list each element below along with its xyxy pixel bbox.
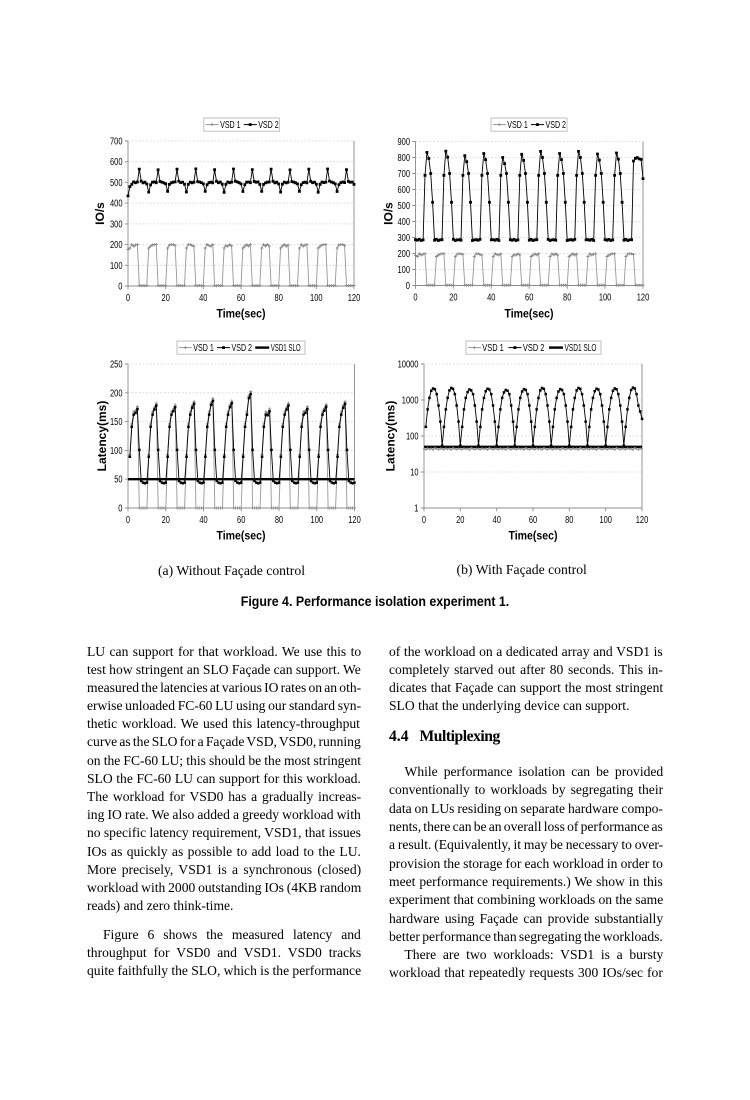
svg-text:VSD1 SLO: VSD1 SLO bbox=[271, 343, 301, 354]
svg-text:10000: 10000 bbox=[398, 360, 419, 371]
svg-text:40: 40 bbox=[493, 515, 502, 526]
svg-text:VSD 1: VSD 1 bbox=[482, 343, 504, 354]
svg-text:1000: 1000 bbox=[402, 396, 419, 407]
svg-text:40: 40 bbox=[199, 515, 208, 526]
svg-text:50: 50 bbox=[114, 475, 123, 486]
svg-text:Time(sec): Time(sec) bbox=[505, 307, 554, 321]
svg-text:VSD 1: VSD 1 bbox=[507, 120, 528, 131]
svg-text:VSD1 SLO: VSD1 SLO bbox=[565, 343, 597, 354]
svg-text:10: 10 bbox=[410, 468, 419, 479]
svg-text:100: 100 bbox=[310, 293, 323, 304]
svg-text:20: 20 bbox=[456, 515, 465, 526]
svg-text:60: 60 bbox=[237, 515, 246, 526]
svg-text:700: 700 bbox=[110, 137, 123, 148]
svg-text:IO/s: IO/s bbox=[93, 202, 107, 225]
svg-text:60: 60 bbox=[529, 515, 538, 526]
svg-text:100: 100 bbox=[406, 432, 419, 443]
svg-text:VSD 2: VSD 2 bbox=[523, 343, 545, 354]
svg-text:0: 0 bbox=[126, 515, 131, 526]
svg-text:Latency(ms): Latency(ms) bbox=[95, 401, 109, 472]
svg-text:80: 80 bbox=[565, 515, 574, 526]
svg-text:150: 150 bbox=[110, 417, 123, 428]
svg-text:100: 100 bbox=[599, 293, 612, 304]
svg-text:400: 400 bbox=[398, 217, 411, 228]
svg-text:100: 100 bbox=[398, 265, 411, 276]
svg-text:250: 250 bbox=[110, 360, 123, 371]
svg-text:120: 120 bbox=[636, 515, 649, 526]
svg-text:20: 20 bbox=[162, 515, 171, 526]
svg-text:100: 100 bbox=[110, 261, 123, 272]
svg-text:40: 40 bbox=[487, 293, 496, 304]
svg-text:VSD 2: VSD 2 bbox=[546, 120, 567, 131]
svg-text:120: 120 bbox=[348, 293, 361, 304]
svg-text:500: 500 bbox=[398, 201, 411, 212]
svg-text:0: 0 bbox=[422, 515, 427, 526]
svg-text:80: 80 bbox=[563, 293, 572, 304]
svg-text:800: 800 bbox=[398, 153, 411, 164]
svg-text:0: 0 bbox=[118, 504, 123, 515]
svg-text:500: 500 bbox=[110, 178, 123, 189]
svg-text:400: 400 bbox=[110, 199, 123, 210]
svg-text:900: 900 bbox=[398, 137, 411, 148]
svg-text:40: 40 bbox=[199, 293, 208, 304]
svg-text:120: 120 bbox=[348, 515, 361, 526]
svg-text:Time(sec): Time(sec) bbox=[217, 307, 266, 321]
svg-text:200: 200 bbox=[110, 240, 123, 251]
svg-text:60: 60 bbox=[525, 293, 534, 304]
svg-text:200: 200 bbox=[398, 249, 411, 260]
svg-text:1: 1 bbox=[414, 504, 419, 515]
svg-text:60: 60 bbox=[237, 293, 246, 304]
svg-text:80: 80 bbox=[275, 515, 284, 526]
svg-text:300: 300 bbox=[398, 233, 411, 244]
svg-text:Latency(ms): Latency(ms) bbox=[384, 401, 398, 472]
svg-text:120: 120 bbox=[637, 293, 650, 304]
svg-text:100: 100 bbox=[311, 515, 324, 526]
svg-text:100: 100 bbox=[599, 515, 612, 526]
svg-text:100: 100 bbox=[110, 446, 123, 457]
svg-text:VSD 1: VSD 1 bbox=[193, 343, 214, 354]
svg-text:0: 0 bbox=[406, 281, 411, 292]
svg-text:IO/s: IO/s bbox=[382, 202, 396, 225]
svg-text:Time(sec): Time(sec) bbox=[509, 529, 558, 543]
svg-text:200: 200 bbox=[110, 388, 123, 399]
svg-text:300: 300 bbox=[110, 219, 123, 230]
svg-text:VSD 2: VSD 2 bbox=[258, 120, 279, 131]
svg-text:80: 80 bbox=[275, 293, 284, 304]
svg-text:600: 600 bbox=[110, 157, 123, 168]
svg-text:600: 600 bbox=[398, 185, 411, 196]
svg-text:VSD 2: VSD 2 bbox=[232, 343, 253, 354]
svg-text:20: 20 bbox=[449, 293, 458, 304]
svg-text:VSD 1: VSD 1 bbox=[220, 120, 241, 131]
svg-text:20: 20 bbox=[162, 293, 171, 304]
svg-text:0: 0 bbox=[118, 282, 123, 293]
svg-text:700: 700 bbox=[398, 169, 411, 180]
svg-text:0: 0 bbox=[126, 293, 131, 304]
svg-text:Time(sec): Time(sec) bbox=[217, 529, 266, 543]
svg-text:0: 0 bbox=[413, 293, 418, 304]
